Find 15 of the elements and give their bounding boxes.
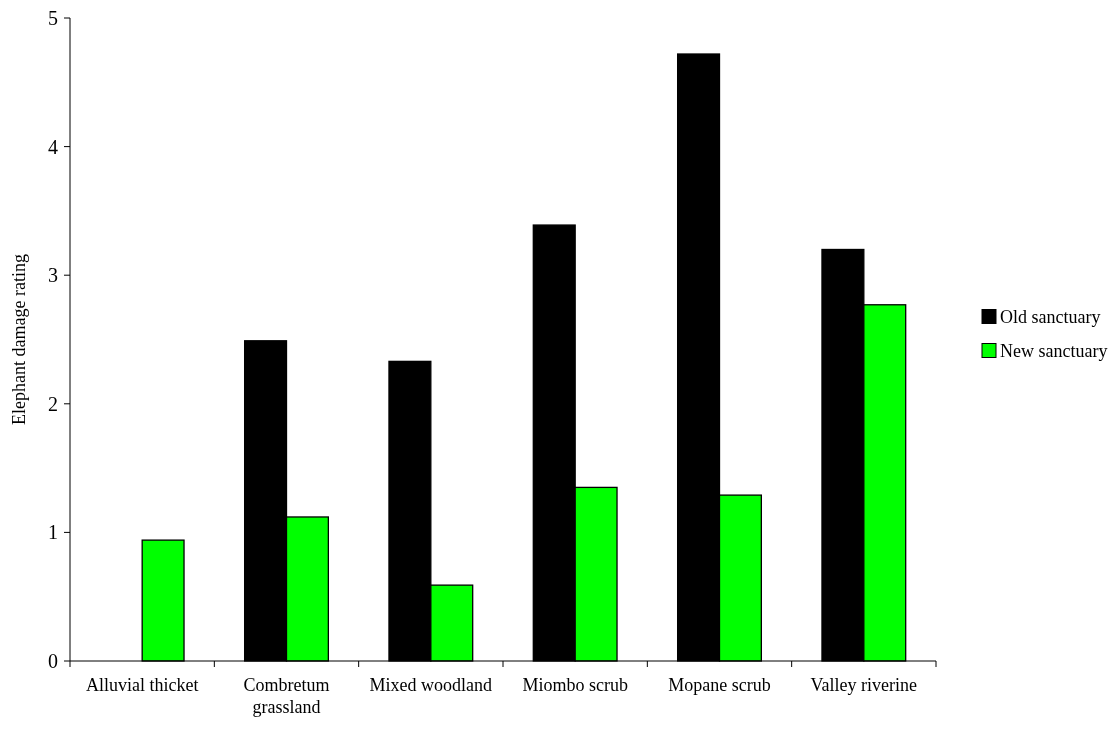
- legend-label: Old sanctuary: [1000, 306, 1101, 327]
- y-tick-label: 1: [48, 521, 58, 544]
- legend-label: New sanctuary: [1000, 340, 1108, 361]
- x-tick-label: Miombo scrub: [522, 675, 628, 695]
- x-tick-label: Combretum grassland: [243, 675, 330, 717]
- x-tick-label: Mixed woodland: [369, 675, 493, 695]
- y-tick-label: 5: [48, 7, 58, 29]
- y-tick-label: 0: [48, 650, 58, 672]
- y-tick-label: 2: [48, 392, 58, 415]
- x-tick-label: Alluvial thicket: [85, 675, 199, 695]
- y-tick-label: 3: [48, 264, 58, 287]
- x-tick-label: Mopane scrub: [668, 675, 771, 695]
- x-tick-label: Valley riverine: [810, 675, 918, 695]
- y-tick-label: 4: [48, 135, 58, 158]
- y-axis-title: Elephant damage rating: [9, 254, 29, 425]
